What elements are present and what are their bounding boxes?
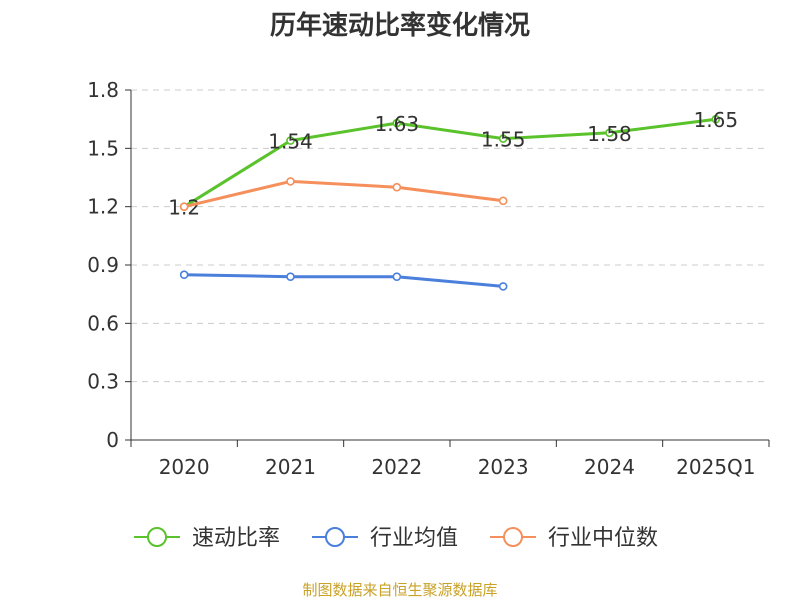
data-label: 1.63 (375, 112, 420, 136)
y-tick-label: 0.3 (87, 370, 119, 394)
series-group: 1.21.541.631.551.581.65 (168, 108, 738, 291)
y-tick-label: 1.5 (87, 136, 119, 160)
series-1: 1.21.541.631.551.581.65 (168, 108, 738, 220)
y-tick-label: 0.6 (87, 311, 119, 335)
legend-item[interactable]: 行业中位数 (490, 526, 658, 551)
data-point (498, 196, 508, 206)
y-tick-label: 1.2 (87, 195, 119, 219)
y-tick-label: 1.8 (87, 78, 119, 102)
data-point (711, 114, 721, 124)
data-point (498, 282, 508, 291)
data-point (286, 272, 295, 281)
data-point (392, 118, 402, 128)
data-point (286, 177, 295, 186)
x-tick-label: 2022 (371, 455, 422, 479)
legend-item[interactable]: 速动比率 (134, 526, 280, 551)
data-point (179, 202, 189, 211)
data-label: 1.54 (268, 130, 313, 154)
source-note: 制图数据来自恒生聚源数据库 (302, 581, 497, 599)
x-tick-label: 2023 (478, 455, 529, 479)
x-tick-label: 2020 (159, 455, 210, 479)
data-point (286, 136, 295, 145)
legend-item[interactable]: 行业均值 (312, 526, 458, 551)
legend-label: 速动比率 (192, 526, 280, 551)
data-label: 1.58 (587, 122, 632, 146)
series-line (184, 273, 504, 288)
x-tick-label: 2025Q1 (676, 455, 755, 479)
data-point (392, 272, 402, 281)
series-line (183, 117, 716, 208)
axes: 0 0.3 0.6 0.9 1.2 1.5 1.8 2020 2021 2022 2023 2024 2… (87, 78, 770, 479)
data-point (605, 128, 614, 138)
series-2 (179, 270, 508, 291)
data-label: 1.65 (694, 108, 739, 132)
legend-label: 行业中位数 (548, 526, 658, 551)
y-tick-label: 0.9 (87, 253, 119, 277)
y-tick-label: 0 (106, 428, 119, 452)
legend-marker (147, 527, 167, 547)
data-label: 1.55 (481, 128, 526, 152)
series-3 (179, 177, 508, 211)
series-line (183, 179, 504, 209)
x-tick-label: 2024 (584, 455, 635, 479)
legend-label: 行业均值 (370, 526, 458, 551)
legend-marker (503, 527, 523, 547)
chart-title: 历年速动比率变化情况 (270, 10, 530, 41)
data-point (392, 182, 402, 192)
grid-lines (131, 89, 769, 383)
legend-marker (325, 527, 345, 547)
data-point (498, 134, 508, 143)
x-tick-label: 2021 (265, 455, 316, 479)
data-point (179, 270, 189, 280)
legend: 速动比率 行业均值 行业中位数 (134, 526, 658, 551)
